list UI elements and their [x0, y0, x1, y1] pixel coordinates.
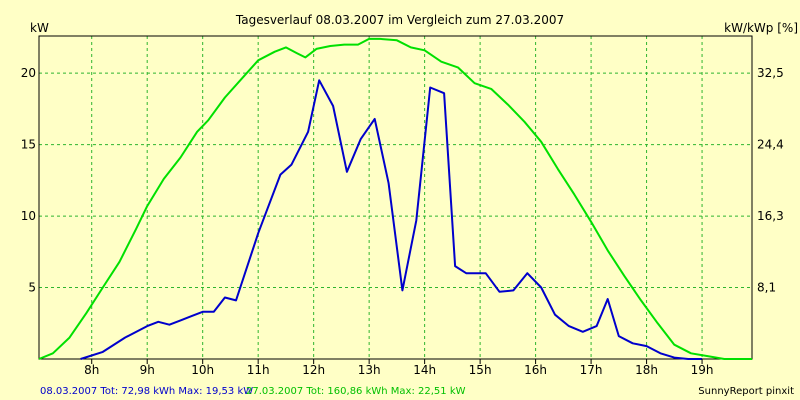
x-tick-label: 17h: [580, 363, 603, 377]
y-tick-label-right: 16,3: [757, 209, 784, 223]
plot-frame: [38, 35, 753, 360]
y-tick-label-left: 10: [21, 209, 36, 223]
x-tick-label: 12h: [302, 363, 325, 377]
series-lines: [38, 37, 752, 360]
y-axis-left-label: kW: [30, 21, 49, 35]
y-tick-label-left: 15: [21, 138, 36, 152]
y-tick-label-left: 20: [21, 66, 36, 80]
x-tick-label: 16h: [524, 363, 547, 377]
y-tick-label-right: 8,1: [757, 281, 776, 295]
x-tick-label: 15h: [469, 363, 492, 377]
x-tick-label: 19h: [691, 363, 714, 377]
credit-text: SunnyReport pinxit: [698, 386, 794, 397]
chart-title: Tagesverlauf 08.03.2007 im Vergleich zum…: [235, 13, 564, 27]
grid-lines: [39, 36, 752, 359]
x-tick-label: 18h: [635, 363, 658, 377]
x-tick-label: 11h: [247, 363, 270, 377]
series-line-1: [80, 79, 703, 360]
y-tick-label-right: 24,4: [757, 138, 784, 152]
x-tick-label: 9h: [140, 363, 155, 377]
x-tick-label: 10h: [191, 363, 214, 377]
footer-series-2: 27.03.2007 Tot: 160,86 kWh Max: 22,51 kW: [246, 386, 466, 397]
plot-border: [38, 35, 753, 360]
y-tick-label-left: 5: [28, 281, 36, 295]
footer-series-1: 08.03.2007 Tot: 72,98 kWh Max: 19,53 kW: [40, 386, 253, 397]
x-tick-label: 14h: [413, 363, 436, 377]
series-line-2: [38, 37, 752, 360]
y-axis-right-label: kW/kWp [%]: [724, 21, 798, 35]
x-tick-label: 8h: [84, 363, 99, 377]
tick-labels: 8h 9h 10h 11h 12h 13h 14h 15h 16h 17h 18h 19h 5 10 15 2…: [21, 66, 784, 377]
y-tick-label-right: 32,5: [757, 66, 784, 80]
x-tick-label: 13h: [358, 363, 381, 377]
